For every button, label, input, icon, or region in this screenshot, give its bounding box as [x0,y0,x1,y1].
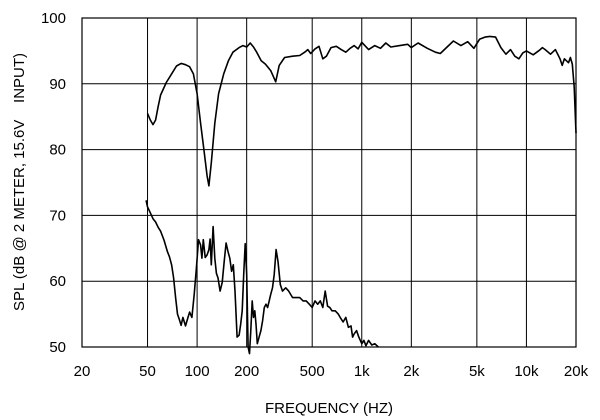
x-tick-label: 10k [514,363,539,380]
y-tick-label: 50 [49,339,66,356]
x-tick-label: 200 [234,363,259,380]
y-tick-label: 60 [49,273,66,290]
y-tick-label: 100 [41,10,66,27]
x-tick-label: 100 [185,363,210,380]
y-axis-label: SPL (dB @ 2 METER, 15.6V INPUT) [11,53,28,311]
x-tick-label: 50 [139,363,156,380]
x-tick-label: 20k [564,363,589,380]
grid-lines [81,17,577,348]
y-tick-label: 70 [49,207,66,224]
x-tick-label: 20 [74,363,91,380]
response-curve-upper [146,35,577,187]
tick-labels: 50 60 70 80 90 100 20 50 100 200 500 1k 2k 5k 10k 20k [41,10,589,380]
x-tick-label: 5k [469,363,485,380]
x-tick-label: 1k [354,363,370,380]
plot-frame [81,17,577,348]
response-curve-lower [145,200,379,355]
x-tick-label: 500 [300,363,325,380]
x-tick-label: 2k [403,363,419,380]
series-layer [145,35,577,355]
y-tick-label: 80 [49,142,66,159]
x-axis-label: FREQUENCY (HZ) [265,400,393,417]
y-tick-label: 90 [49,76,66,93]
